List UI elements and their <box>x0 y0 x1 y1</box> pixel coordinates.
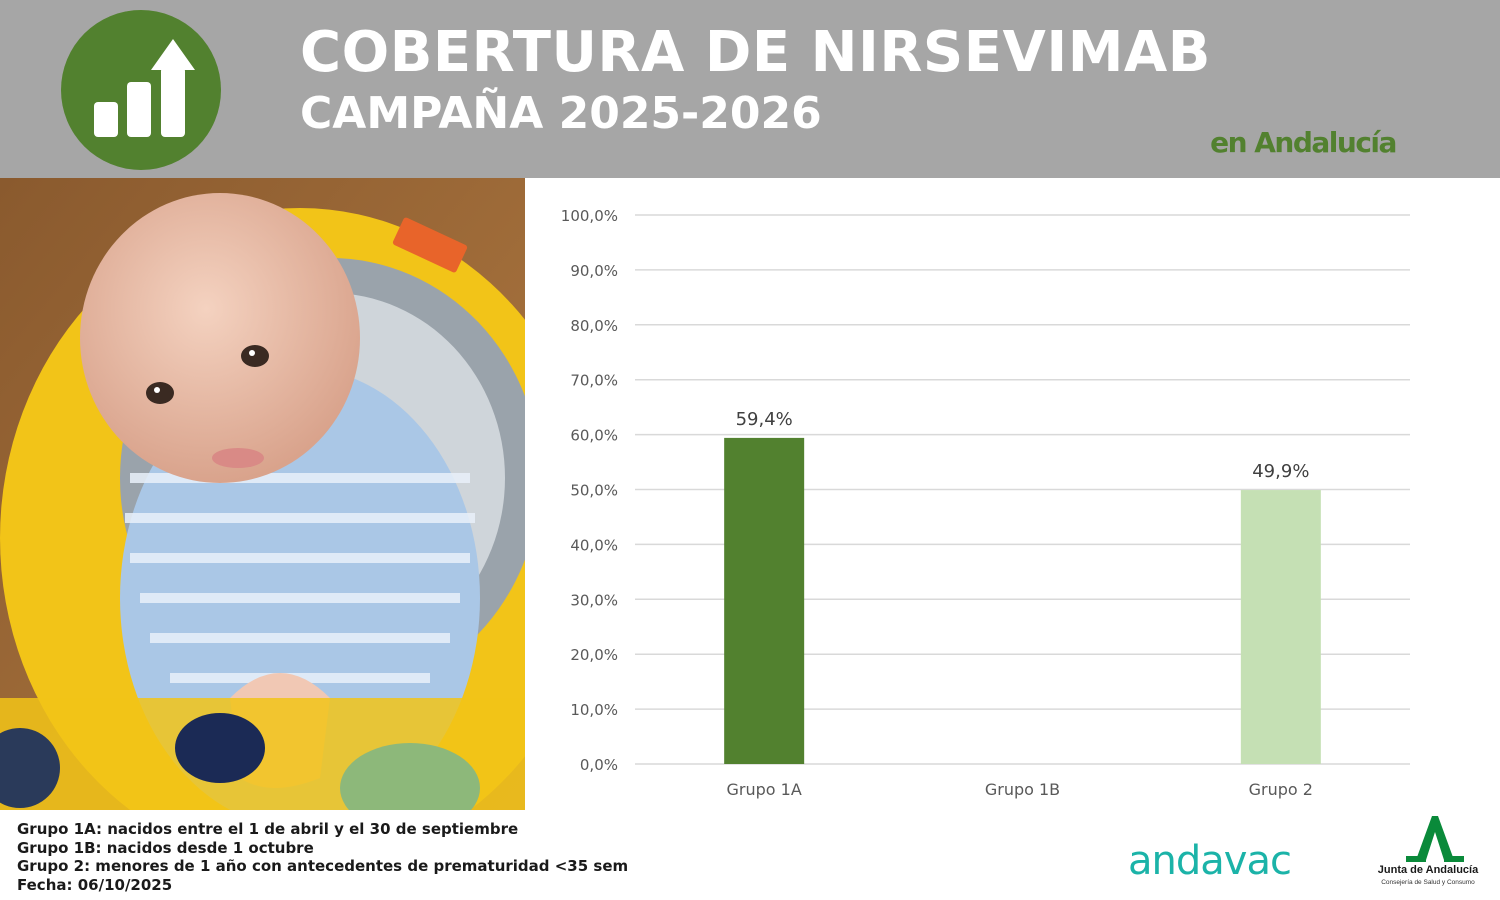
footnote-group-2: Grupo 2: menores de 1 año con antecedent… <box>17 857 629 875</box>
y-axis-ticks: 0,0% 10,0% 20,0% 30,0% 40,0% 50,0% 60,0% 70,0% 8… <box>561 207 618 774</box>
chart-bars <box>724 437 1321 764</box>
junta-name: Junta de Andalucía <box>1377 864 1479 876</box>
y-tick-label: 50,0% <box>570 482 618 500</box>
y-tick-label: 70,0% <box>570 372 618 390</box>
growth-chart-icon <box>61 10 221 170</box>
andavac-logo: andavac <box>1128 832 1314 892</box>
y-tick-label: 10,0% <box>570 701 618 719</box>
data-label: 49,9% <box>1252 461 1309 482</box>
junta-department: Consejería de Salud y Consumo <box>1381 879 1475 886</box>
y-tick-label: 40,0% <box>570 536 618 554</box>
baby-photo <box>0 178 525 810</box>
x-tick-label: Grupo 2 <box>1249 780 1313 799</box>
data-label: 59,4% <box>736 409 793 430</box>
header-banner: COBERTURA DE NIRSEVIMAB CAMPAÑA 2025-202… <box>0 0 1500 178</box>
region-label: en Andalucía <box>1210 126 1397 159</box>
andavac-wordmark: andavac <box>1128 838 1291 884</box>
footnote-date: Fecha: 06/10/2025 <box>17 875 173 894</box>
x-tick-label: Grupo 1A <box>727 780 802 799</box>
footnotes: Grupo 1A: nacidos entre el 1 de abril y … <box>17 820 817 894</box>
coverage-bar-chart: 0,0% 10,0% 20,0% 30,0% 40,0% 50,0% 60,0% 70,0% 8… <box>525 178 1500 810</box>
footnote-group-1b: Grupo 1B: nacidos desde 1 octubre <box>17 838 314 857</box>
y-tick-label: 30,0% <box>570 591 618 609</box>
y-tick-label: 0,0% <box>580 756 618 774</box>
junta-andalucia-logo: Junta de Andalucía Consejería de Salud y… <box>1372 812 1484 892</box>
y-tick-label: 90,0% <box>570 262 618 280</box>
junta-emblem-icon <box>1406 816 1464 862</box>
x-tick-label: Grupo 1B <box>985 780 1060 799</box>
x-axis-ticks: Grupo 1A Grupo 1B Grupo 2 <box>727 780 1313 799</box>
page-title: COBERTURA DE NIRSEVIMAB <box>300 20 1211 85</box>
data-labels: 59,4% 49,9% <box>736 409 1310 482</box>
y-tick-label: 80,0% <box>570 317 618 335</box>
y-tick-label: 100,0% <box>561 207 618 225</box>
footnote-group-1a: Grupo 1A: nacidos entre el 1 de abril y … <box>17 820 519 838</box>
y-tick-label: 20,0% <box>570 646 618 664</box>
bar-grupo-1a <box>724 437 805 764</box>
bar-grupo-2 <box>1240 490 1321 764</box>
y-tick-label: 60,0% <box>570 427 618 445</box>
page-subtitle: CAMPAÑA 2025-2026 <box>300 88 822 139</box>
